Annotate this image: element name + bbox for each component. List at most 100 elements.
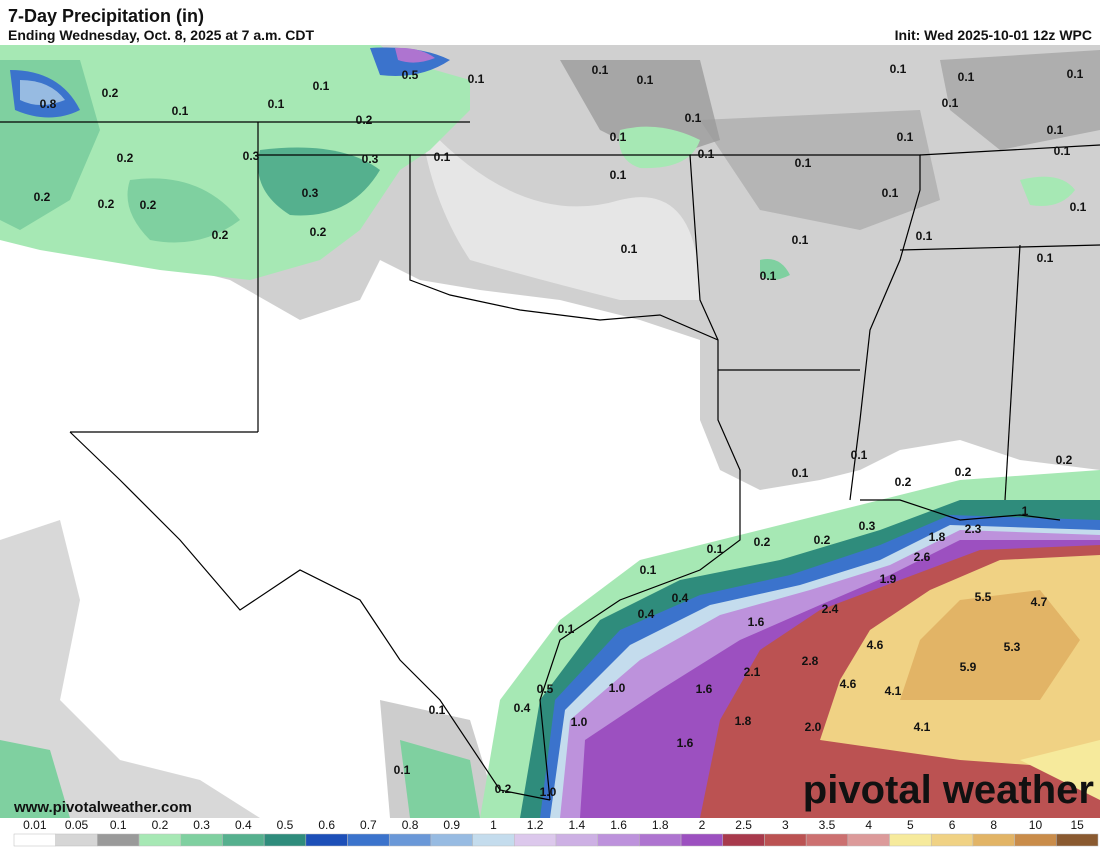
brand: pivotal weather	[803, 768, 1094, 812]
legend-tick-label: 0.3	[193, 818, 210, 832]
legend-tick-label: 0.8	[402, 818, 419, 832]
map-value-label: 1.9	[880, 572, 897, 586]
map-value-label: 2.6	[914, 550, 931, 564]
map-value-label: 0.8	[40, 97, 57, 111]
map-value-label: 0.1	[592, 63, 609, 77]
map-value-label: 5.5	[975, 590, 992, 604]
legend-tick-label: 6	[949, 818, 956, 832]
map-value-label: 0.1	[610, 168, 627, 182]
legend: 0.01 0.05 0.1 0.2 0.3 0.4 0.5 0.6 0.7 0.8 0.9 1 1.2 1…	[13, 818, 1099, 847]
legend-tick-label: 8	[990, 818, 997, 832]
legend-swatch	[138, 833, 182, 847]
map-value-label: 0.1	[897, 130, 914, 144]
map-value-label: 1.0	[609, 681, 626, 695]
map-value-label: 0.2	[140, 198, 157, 212]
map-value-label: 0.2	[754, 535, 771, 549]
map-value-label: 1	[1022, 504, 1029, 518]
map-value-label: 0.1	[640, 563, 657, 577]
legend-swatch	[97, 833, 140, 847]
map-value-label: 4.1	[885, 684, 902, 698]
map-value-label: 0.1	[610, 130, 627, 144]
legend-swatch	[764, 833, 807, 847]
map-value-label: 0.2	[117, 151, 134, 165]
map-value-label: 0.1	[698, 147, 715, 161]
map-value-label: 0.1	[851, 448, 868, 462]
legend-swatch	[1014, 833, 1057, 847]
legend-tick-label: 4	[865, 818, 872, 832]
map-value-label: 0.2	[310, 225, 327, 239]
subtitle: Ending Wednesday, Oct. 8, 2025 at 7 a.m.…	[8, 27, 314, 43]
map-value-label: 1.0	[571, 715, 588, 729]
legend-tick-label: 0.6	[318, 818, 335, 832]
map-value-label: 1.0	[540, 785, 557, 799]
map-value-label: 0.1	[1054, 144, 1071, 158]
map-value-label: 1.6	[677, 736, 694, 750]
header-bg	[0, 0, 1100, 45]
map-value-label: 0.1	[795, 156, 812, 170]
legend-swatch	[55, 833, 98, 847]
legend-tick-label: 0.7	[360, 818, 377, 832]
legend-swatch	[639, 833, 682, 847]
legend-swatch	[263, 833, 307, 847]
map-value-label: 5.3	[1004, 640, 1021, 654]
legend-tick-label: 3	[782, 818, 789, 832]
map-value-label: 0.1	[637, 73, 654, 87]
map-value-label: 2.4	[822, 602, 839, 616]
legend-tick-label: 5	[907, 818, 914, 832]
legend-tick-label: 1.4	[569, 818, 586, 832]
map-value-label: 0.2	[955, 465, 972, 479]
map-value-label: 0.2	[98, 197, 115, 211]
legend-swatch	[305, 833, 348, 847]
map-value-label: 0.4	[638, 607, 655, 621]
map-value-label: 0.1	[172, 104, 189, 118]
map-value-label: 2.8	[802, 654, 819, 668]
legend-tick-label: 1	[490, 818, 497, 832]
map-value-label: 0.1	[958, 70, 975, 84]
map-value-label: 0.5	[537, 682, 554, 696]
map-value-label: 4.7	[1031, 595, 1048, 609]
map-value-label: 0.1	[268, 97, 285, 111]
map-value-label: 0.1	[621, 242, 638, 256]
legend-tick-label: 1.6	[610, 818, 627, 832]
map-value-label: 0.2	[102, 86, 119, 100]
legend-swatch	[680, 833, 724, 847]
map-value-label: 0.3	[362, 152, 379, 166]
legend-tick-label: 0.4	[235, 818, 252, 832]
map-value-label: 0.2	[895, 475, 912, 489]
legend-swatch	[180, 833, 223, 847]
map-value-label: 0.1	[1067, 67, 1084, 81]
legend-tick-label: 0.05	[65, 818, 89, 832]
map-value-label: 0.1	[1070, 200, 1087, 214]
map-value-label: 0.1	[313, 79, 330, 93]
map-value-label: 0.1	[942, 96, 959, 110]
legend-tick-label: 15	[1070, 818, 1084, 832]
map-value-label: 0.2	[495, 782, 512, 796]
legend-tick-label: 2	[699, 818, 706, 832]
map-value-label: 1.8	[929, 530, 946, 544]
map-value-label: 0.1	[558, 622, 575, 636]
legend-swatch	[597, 833, 640, 847]
map-value-label: 1.6	[748, 615, 765, 629]
legend-swatch	[972, 833, 1015, 847]
legend-swatch	[388, 833, 432, 847]
legend-swatch	[722, 833, 765, 847]
legend-tick-label: 1.8	[652, 818, 669, 832]
map-value-label: 0.2	[1056, 453, 1073, 467]
map-value-label: 4.6	[867, 638, 884, 652]
map-value-label: 0.2	[212, 228, 229, 242]
map-value-label: 0.1	[890, 62, 907, 76]
title: 7-Day Precipitation (in)	[8, 6, 204, 26]
map-value-label: 0.5	[402, 68, 419, 82]
map-value-label: 0.4	[672, 591, 689, 605]
legend-swatch	[889, 833, 932, 847]
map-value-label: 4.1	[914, 720, 931, 734]
legend-tick-label: 0.2	[152, 818, 169, 832]
legend-swatch	[555, 833, 598, 847]
map-value-label: 2.3	[965, 522, 982, 536]
map-value-label: 0.1	[1047, 123, 1064, 137]
map-value-label: 0.3	[302, 186, 319, 200]
map-value-label: 0.1	[792, 466, 809, 480]
map-value-label: 0.2	[356, 113, 373, 127]
map-value-label: 0.1	[394, 763, 411, 777]
